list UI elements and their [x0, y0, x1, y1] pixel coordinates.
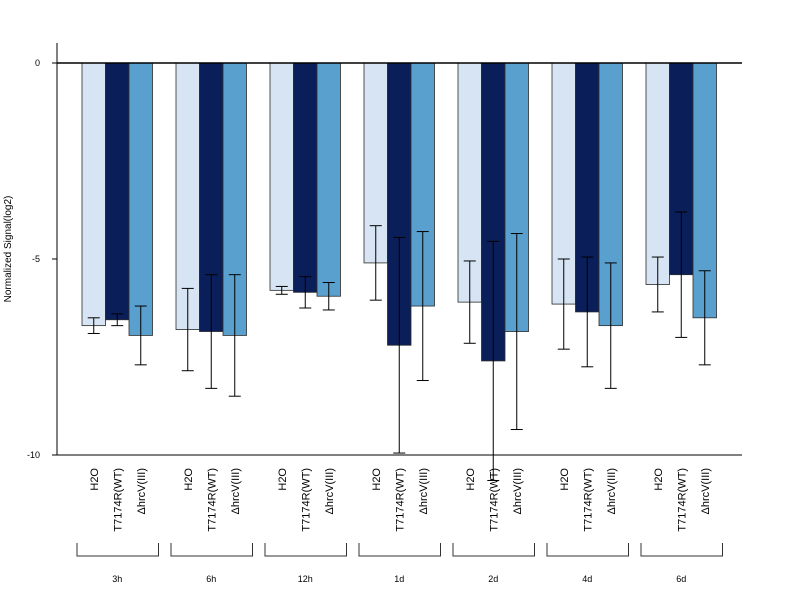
group-bracket [640, 543, 723, 557]
bar-label: T7174R(WT) [300, 468, 312, 532]
bar-label: ΔhrcV(III) [136, 468, 148, 514]
bar-label: T7174R(WT) [394, 468, 406, 532]
bar-label: H2O [183, 468, 195, 491]
bar-label: T7174R(WT) [112, 468, 124, 532]
y-axis-title: Normalized Signal(log2) [3, 196, 14, 303]
y-tick-label: -5 [32, 254, 40, 264]
group-bracket [170, 543, 253, 557]
bar-label: T7174R(WT) [676, 468, 688, 532]
group-label: 6d [676, 574, 686, 584]
group-bracket [452, 543, 535, 557]
plot-area: 0 -5 -10 H2O T7174R(WT) ΔhrcV(III) H2O T7174R(W… [27, 43, 742, 584]
bar-label: H2O [653, 468, 665, 491]
bar [81, 62, 106, 327]
group-label: 4d [582, 574, 592, 584]
bar [128, 62, 153, 336]
bar-label: ΔhrcV(III) [606, 468, 618, 514]
group-label: 3h [112, 574, 122, 584]
group-label: 2d [488, 574, 498, 584]
bar-label: ΔhrcV(III) [700, 468, 712, 514]
bar-label: T7174R(WT) [206, 468, 218, 532]
group-bracket [76, 543, 159, 557]
bar-label: T7174R(WT) [582, 468, 594, 532]
group-label: 1d [394, 574, 404, 584]
y-tick-label: -10 [27, 450, 40, 460]
bar-label: H2O [371, 468, 383, 491]
bar-label: H2O [559, 468, 571, 491]
group-bracket [264, 543, 347, 557]
y-tick-label: 0 [35, 58, 40, 68]
bar [645, 62, 670, 285]
bar [293, 62, 318, 293]
bar-label: ΔhrcV(III) [230, 468, 242, 514]
group-bracket [358, 543, 441, 557]
group-label: 12h [298, 574, 313, 584]
bar-label: ΔhrcV(III) [418, 468, 430, 514]
bar-label: H2O [277, 468, 289, 491]
group-label: 6h [206, 574, 216, 584]
bar-label: H2O [89, 468, 101, 491]
group-bracket [546, 543, 629, 557]
bar [269, 62, 294, 291]
bar-label: ΔhrcV(III) [324, 468, 336, 514]
bar [105, 62, 130, 321]
bar-label: H2O [465, 468, 477, 491]
bar-label: T7174R(WT) [488, 468, 500, 532]
bar [316, 62, 341, 297]
bar-label: ΔhrcV(III) [512, 468, 524, 514]
